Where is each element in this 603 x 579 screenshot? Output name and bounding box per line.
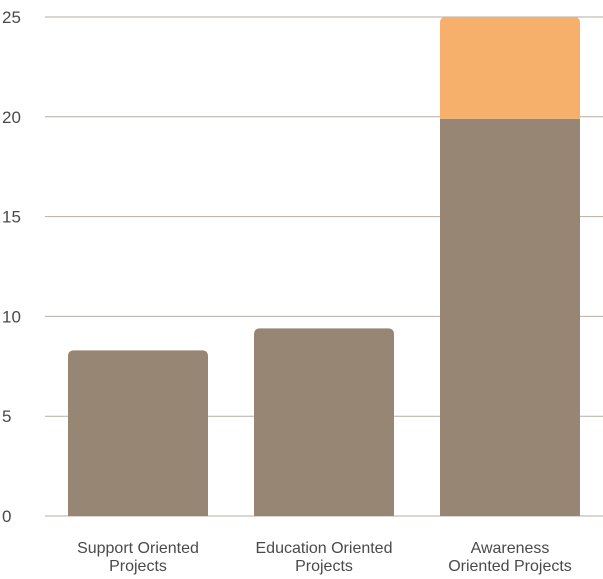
y-tick-label-10: 10 — [2, 307, 21, 326]
x-category-label-2-line-1: Oriented Projects — [448, 558, 572, 575]
bar-0-series-0 — [68, 350, 208, 516]
bar-2-series-0 — [440, 118, 580, 517]
x-category-label-0-line-1: Projects — [109, 558, 167, 575]
bar-2-series-1 — [440, 17, 580, 119]
x-category-label-0-line-0: Support Oriented — [77, 540, 199, 557]
y-tick-label-20: 20 — [2, 108, 21, 127]
y-tick-label-15: 15 — [2, 208, 21, 227]
bar-1-series-0 — [254, 328, 394, 516]
y-axis-tick-labels: 0 5 10 15 20 25 — [2, 8, 21, 526]
bars — [68, 17, 580, 517]
x-category-label-1-line-0: Education Oriented — [256, 540, 393, 557]
y-tick-label-25: 25 — [2, 8, 21, 27]
x-category-label-2-line-0: Awareness — [471, 540, 550, 557]
x-category-label-1-line-1: Projects — [295, 558, 353, 575]
y-tick-label-0: 0 — [2, 507, 11, 526]
y-tick-label-5: 5 — [2, 407, 11, 426]
